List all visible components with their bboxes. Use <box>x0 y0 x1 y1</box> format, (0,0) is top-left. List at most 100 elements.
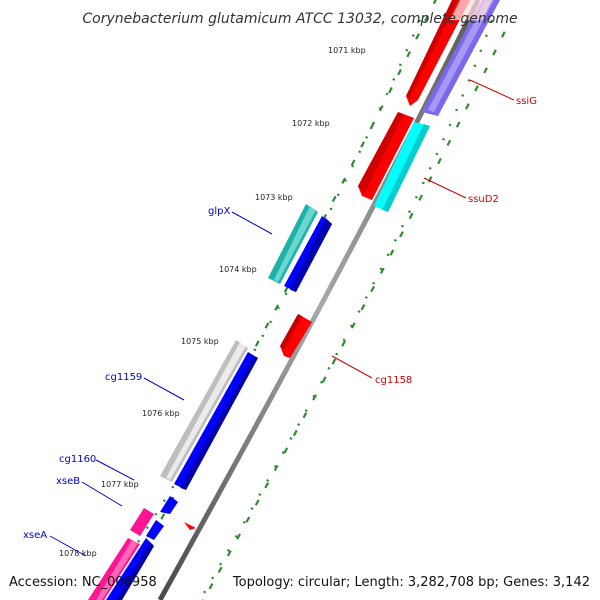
tick-mark-inner <box>236 533 241 540</box>
connector-xseB <box>81 481 123 507</box>
gene-ssuD2-red-shade <box>358 112 404 194</box>
gene-cg1159-grey-highlight <box>166 342 246 480</box>
tick-mark-inner <box>245 516 251 523</box>
tick-mark-inner <box>399 231 404 238</box>
tick-mark-inner <box>465 103 470 110</box>
tick-mark-inner <box>208 583 214 590</box>
gene-small-red-arrow[interactable] <box>184 522 196 530</box>
outer-dotted-ring <box>198 19 494 600</box>
gene-label-cg1160[interactable]: cg1160 <box>59 454 96 465</box>
tick-mark-inner <box>427 176 433 183</box>
tick-label-1074: 1074 kbp <box>219 265 257 274</box>
tick-mark-outer <box>424 15 429 22</box>
gene-label-ssiG[interactable]: ssiG <box>516 96 537 107</box>
tick-mark-inner <box>418 194 423 201</box>
tick-mark-inner <box>312 394 317 401</box>
gene-features <box>88 0 500 600</box>
tick-labels: 1071 kbp 1072 kbp 1073 kbp 1074 kbp 1075… <box>59 46 366 558</box>
gene-xseA-blue-shade <box>116 542 154 600</box>
gene-label-xseA[interactable]: xseA <box>23 530 47 541</box>
gene-label-connectors <box>49 79 515 557</box>
tick-mark-outer <box>254 340 260 347</box>
tick-label-1076: 1076 kbp <box>142 409 180 418</box>
gene-xseA-blue[interactable] <box>106 538 154 600</box>
tick-mark-outer <box>350 159 356 166</box>
tick-mark-inner <box>254 499 260 506</box>
tick-mark-outer <box>331 195 337 203</box>
tick-mark-inner <box>408 212 414 220</box>
tick-mark-outer <box>388 87 393 94</box>
gene-label-xseB[interactable]: xseB <box>56 476 80 487</box>
gene-ssiG-red[interactable] <box>406 0 470 106</box>
tick-mark-outer <box>415 33 420 40</box>
gene-xseB-pink[interactable] <box>130 508 154 536</box>
tick-mark-inner <box>283 447 289 454</box>
tick-mark-inner <box>501 31 506 38</box>
tick-label-1077: 1077 kbp <box>101 480 139 489</box>
gene-glpX-teal-highlight <box>274 206 316 282</box>
tick-mark-inner <box>302 412 308 419</box>
minor-dotted-ring <box>150 20 455 600</box>
connector-cg1160 <box>95 459 135 481</box>
tick-mark-inner <box>379 267 385 274</box>
gene-xseB-blue[interactable] <box>146 520 164 540</box>
tick-mark-outer <box>432 0 437 5</box>
tick-mark-inner <box>226 550 232 557</box>
tick-label-1072: 1072 kbp <box>292 119 330 128</box>
tick-mark-outer <box>406 51 411 58</box>
gene-top-pale <box>450 0 492 20</box>
tick-label-1075: 1075 kbp <box>181 337 219 346</box>
tick-mark-inner <box>217 566 223 574</box>
tick-mark-inner <box>331 358 337 365</box>
genome-backbone <box>157 0 481 600</box>
gene-cg1159-blue-shade <box>180 356 258 490</box>
tick-label-1071: 1071 kbp <box>328 46 366 55</box>
connector-ssiG <box>469 79 515 101</box>
tick-mark-inner <box>370 285 375 293</box>
tick-mark-inner <box>350 322 356 329</box>
map-title: Corynebacterium glutamicum ATCC 13032, c… <box>82 11 517 27</box>
gene-labels: ssiG ssuD2 glpX cg1158 cg1159 cg1160 xse… <box>23 96 537 541</box>
tick-mark-inner <box>292 429 298 437</box>
tick-mark-inner <box>492 49 497 56</box>
gene-xseA-pink-highlight <box>96 540 138 600</box>
tick-mark-inner <box>437 157 442 165</box>
tick-mark-inner <box>389 249 395 256</box>
tick-mark-outer <box>360 141 365 148</box>
tick-mark-inner <box>446 139 452 146</box>
gene-label-cg1159[interactable]: cg1159 <box>105 372 142 383</box>
accession-text: Accession: NC_006958 <box>9 575 157 590</box>
tick-mark-outer <box>274 304 279 311</box>
gene-cg1158-red-shade <box>280 314 302 350</box>
connector-cg1159 <box>143 377 185 401</box>
tick-mark-outer <box>341 177 347 184</box>
gene-ssiG-slate-highlight <box>428 0 494 112</box>
tick-mark-inner <box>360 304 366 311</box>
gene-ssiG-red-shade <box>406 0 458 98</box>
gene-glpX-blue-shade <box>290 218 332 292</box>
gene-label-cg1158[interactable]: cg1158 <box>375 375 412 386</box>
tick-mark-outer <box>264 322 270 329</box>
tick-mark-inner <box>483 67 488 74</box>
tick-label-1073: 1073 kbp <box>255 193 293 202</box>
connector-glpX <box>231 211 273 235</box>
gene-ssuD2-cyan-shade <box>382 124 430 212</box>
gene-cg1160-blue[interactable] <box>160 496 178 514</box>
tick-mark-inner <box>341 340 346 347</box>
connector-ssuD2 <box>423 177 467 199</box>
tick-mark-inner <box>264 482 270 489</box>
connector-cg1158 <box>331 355 373 379</box>
tick-mark-outer <box>369 123 375 130</box>
gene-label-ssuD2[interactable]: ssuD2 <box>468 194 499 205</box>
gene-label-glpX[interactable]: glpX <box>208 206 230 217</box>
genome-stats-text: Topology: circular; Length: 3,282,708 bp… <box>232 575 590 590</box>
tick-mark-outer <box>283 286 289 293</box>
tick-mark-outer <box>397 69 402 76</box>
gene-cg1158-red[interactable] <box>280 314 312 358</box>
tick-mark-inner <box>321 376 327 383</box>
tick-mark-outer <box>160 513 166 520</box>
connector-xseA <box>49 535 87 557</box>
tick-label-1078: 1078 kbp <box>59 549 97 558</box>
tick-mark-inner <box>455 121 461 128</box>
